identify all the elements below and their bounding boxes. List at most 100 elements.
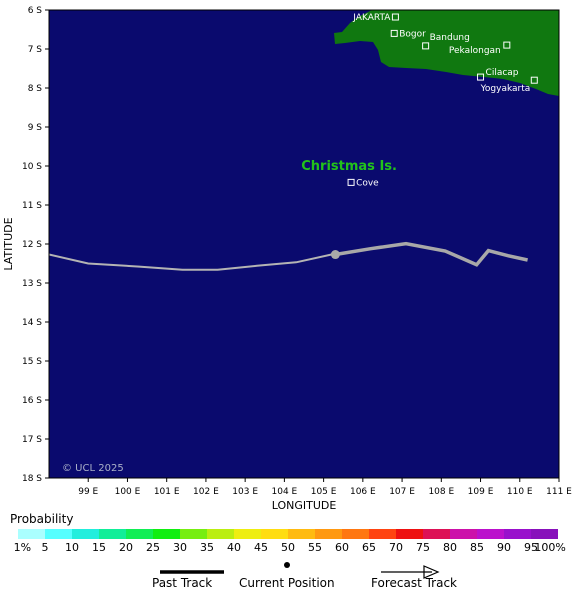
probability-scale-labels: 1% 5 10 15 20 25 30 35 40 45 50 55 60 65 70 75 80 85 90 95 1…: [0, 541, 580, 555]
probability-color-cell: [234, 529, 261, 539]
place-marker: [503, 41, 511, 49]
probability-color-cell: [153, 529, 180, 539]
place-marker: [347, 178, 355, 186]
place-label: Bandung: [430, 33, 470, 43]
track-legend: Past Track Current Position Forecast Tra…: [0, 560, 580, 596]
y-tick-label: 12 S: [22, 240, 42, 250]
forecast-track-legend-label: Forecast Track: [371, 576, 457, 590]
place-label: Cilacap: [486, 68, 519, 78]
probability-scale-label: 35: [200, 541, 214, 554]
probability-scale-label: 80: [443, 541, 457, 554]
place-label: JAKARTA: [352, 13, 391, 23]
place-label: Pekalongan: [449, 46, 501, 56]
y-tick-label: 13 S: [22, 279, 42, 289]
probability-scale-label: 50: [281, 541, 295, 554]
x-tick-label: 104 E: [272, 487, 298, 497]
x-tick-label: 103 E: [232, 487, 258, 497]
x-tick-label: 99 E: [78, 487, 98, 497]
probability-scale-label: 45: [254, 541, 268, 554]
probability-color-cell: [423, 529, 450, 539]
probability-scale-label: 75: [416, 541, 430, 554]
x-axis-title: LONGITUDE: [272, 499, 337, 512]
ocean-background: [49, 10, 559, 478]
x-tick-label: 106 E: [350, 487, 376, 497]
place-marker: [391, 13, 399, 21]
y-axis-title: LATITUDE: [2, 217, 15, 270]
christmas-island-label: Christmas Is.: [301, 159, 397, 174]
y-tick-label: 14 S: [22, 318, 42, 328]
probability-color-cell: [504, 529, 531, 539]
probability-scale-label: 15: [92, 541, 106, 554]
place-label: Yogyakarta: [480, 84, 531, 94]
place-marker: [390, 29, 398, 37]
probability-color-cell: [315, 529, 342, 539]
probability-scale-label: 10: [65, 541, 79, 554]
probability-scale-label: 1%: [13, 541, 32, 554]
probability-scale-label: 65: [362, 541, 376, 554]
probability-color-cell: [45, 529, 72, 539]
y-tick-label: 9 S: [28, 123, 43, 133]
probability-color-cell: [450, 529, 477, 539]
x-tick-label: 108 E: [428, 487, 454, 497]
legend-symbols: [160, 562, 440, 579]
current-position-marker: [330, 250, 340, 260]
storm-track-map: JAKARTA Bogor Bandung Pekalongan Cilacap Yogy…: [2, 6, 572, 512]
probability-color-cell: [72, 529, 99, 539]
place-label: Bogor: [399, 29, 426, 39]
probability-scale-label: 25: [146, 541, 160, 554]
probability-color-cell: [18, 529, 45, 539]
y-tick-label: 6 S: [28, 6, 43, 16]
forecast-track-legend-arrowhead: [423, 565, 440, 579]
y-tick-label: 16 S: [22, 396, 42, 406]
probability-color-cell: [531, 529, 558, 539]
probability-scale-label: 60: [335, 541, 349, 554]
place-marker: [422, 42, 430, 50]
probability-color-cell: [261, 529, 288, 539]
probability-scale-label: 40: [227, 541, 241, 554]
forecast-track-line: [335, 241, 528, 267]
probability-color-cell: [288, 529, 315, 539]
past-track-line: [49, 253, 332, 271]
x-tick-label: 109 E: [468, 487, 494, 497]
x-tick-label: 102 E: [193, 487, 219, 497]
y-tick-label: 8 S: [28, 84, 43, 94]
java-east-landmass: [542, 26, 559, 60]
current-position-legend-label: Current Position: [239, 576, 335, 590]
copyright-text: © UCL 2025: [62, 463, 124, 474]
probability-color-cell: [126, 529, 153, 539]
probability-color-cell: [396, 529, 423, 539]
probability-color-cell: [207, 529, 234, 539]
x-tick-label: 105 E: [311, 487, 337, 497]
x-tick-label: 101 E: [154, 487, 180, 497]
y-tick-label: 11 S: [22, 201, 42, 211]
place-marker: [477, 73, 485, 81]
probability-scale-label: 90: [497, 541, 511, 554]
probability-scale-label: 5: [41, 541, 49, 554]
probability-scale-label: 55: [308, 541, 322, 554]
y-tick-label: 17 S: [22, 435, 42, 445]
probability-color-cell: [477, 529, 504, 539]
y-tick-label: 10 S: [22, 162, 42, 172]
probability-color-cell: [180, 529, 207, 539]
probability-color-cell: [342, 529, 369, 539]
probability-scale-label: 85: [470, 541, 484, 554]
y-tick-label: 7 S: [28, 45, 43, 55]
probability-title: Probability: [10, 512, 74, 526]
x-tick-label: 107 E: [389, 487, 415, 497]
x-tick-label: 111 E: [546, 487, 572, 497]
x-tick-label: 100 E: [115, 487, 141, 497]
probability-scale-label: 100%: [534, 541, 566, 554]
probability-color-cell: [369, 529, 396, 539]
probability-scale-label: 95: [524, 541, 538, 554]
y-tick-label: 15 S: [22, 357, 42, 367]
past-track-legend-label: Past Track: [152, 576, 213, 590]
place-label: Cove: [356, 178, 379, 188]
map-svg: JAKARTA Bogor Bandung Pekalongan Cilacap Yogy…: [2, 6, 572, 512]
current-position-legend-dot: [284, 562, 290, 568]
probability-color-cell: [99, 529, 126, 539]
probability-scale-label: 70: [389, 541, 403, 554]
x-tick-label: 110 E: [507, 487, 533, 497]
probability-color-scale: [18, 529, 558, 539]
probability-scale-label: 30: [173, 541, 187, 554]
y-tick-label: 18 S: [22, 474, 42, 484]
